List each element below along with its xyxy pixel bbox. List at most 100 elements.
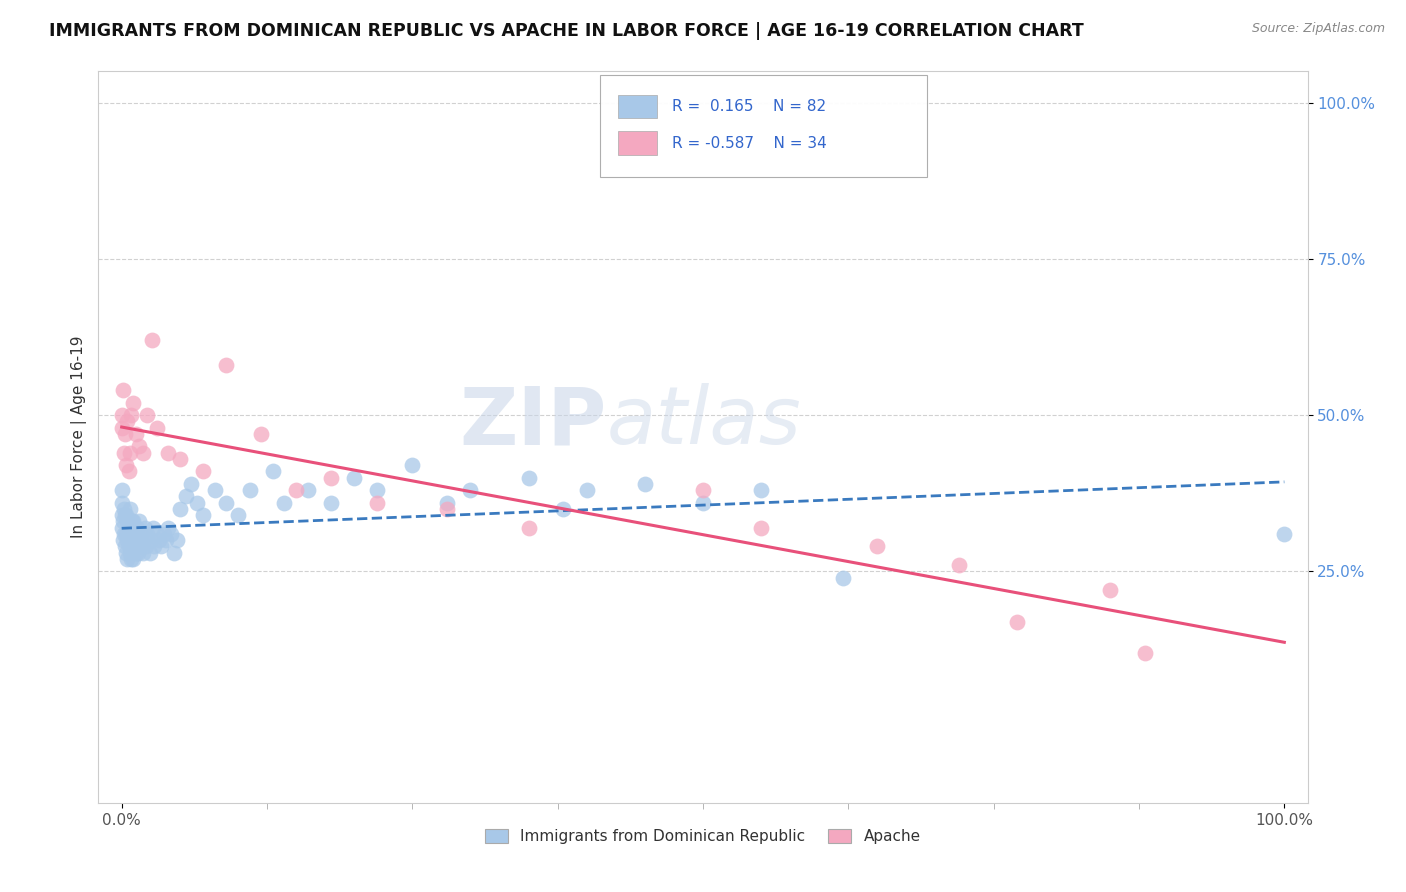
Point xyxy=(186,496,208,510)
Point xyxy=(948,558,970,573)
Point xyxy=(118,446,141,460)
Point xyxy=(436,502,458,516)
Text: ZIP: ZIP xyxy=(458,384,606,461)
Point xyxy=(115,546,138,560)
Point xyxy=(141,333,163,347)
Point xyxy=(692,483,714,498)
Point xyxy=(125,521,148,535)
Point xyxy=(575,483,598,498)
Point xyxy=(111,521,134,535)
Legend: Immigrants from Dominican Republic, Apache: Immigrants from Dominican Republic, Apac… xyxy=(479,822,927,850)
Point xyxy=(204,483,226,498)
Point xyxy=(749,483,772,498)
Point xyxy=(460,483,482,498)
Point xyxy=(155,533,177,548)
Point xyxy=(112,502,135,516)
Point xyxy=(122,515,145,529)
Point xyxy=(125,540,148,554)
Point xyxy=(145,420,167,434)
Point xyxy=(215,496,238,510)
Point xyxy=(250,426,273,441)
Point xyxy=(135,540,157,554)
Point xyxy=(517,521,540,535)
Point xyxy=(831,571,853,585)
Point xyxy=(118,502,141,516)
Point xyxy=(131,446,153,460)
Point xyxy=(114,426,136,441)
Point xyxy=(118,465,141,479)
Point xyxy=(112,446,135,460)
Text: IMMIGRANTS FROM DOMINICAN REPUBLIC VS APACHE IN LABOR FORCE | AGE 16-19 CORRELAT: IMMIGRANTS FROM DOMINICAN REPUBLIC VS AP… xyxy=(49,22,1084,40)
Point xyxy=(122,552,145,566)
Point xyxy=(136,527,159,541)
Point xyxy=(343,471,366,485)
Point xyxy=(124,527,146,541)
Point xyxy=(131,527,153,541)
Point xyxy=(297,483,319,498)
Point xyxy=(111,508,134,523)
Point xyxy=(111,383,134,397)
Point xyxy=(262,465,284,479)
Point xyxy=(169,502,191,516)
Point xyxy=(169,452,191,467)
Point xyxy=(111,483,134,498)
Point xyxy=(117,552,139,566)
Point xyxy=(118,521,141,535)
Point xyxy=(124,540,146,554)
Point xyxy=(142,521,165,535)
Point xyxy=(148,533,170,548)
Point xyxy=(401,458,423,473)
Point xyxy=(111,515,134,529)
Point xyxy=(117,533,139,548)
Point xyxy=(692,496,714,510)
Point xyxy=(239,483,262,498)
Point xyxy=(114,540,136,554)
Point xyxy=(139,533,162,548)
Point xyxy=(124,426,146,441)
Point xyxy=(111,533,134,548)
Point xyxy=(112,527,135,541)
Point xyxy=(174,490,197,504)
Point xyxy=(134,521,156,535)
Point xyxy=(111,408,134,422)
Point xyxy=(114,508,136,523)
Point xyxy=(127,546,149,560)
Point xyxy=(143,540,166,554)
Point xyxy=(129,540,152,554)
Point xyxy=(166,533,188,548)
Point xyxy=(115,458,138,473)
Point xyxy=(319,471,342,485)
Point xyxy=(157,521,180,535)
Point xyxy=(215,358,238,372)
Point xyxy=(118,540,141,554)
Point xyxy=(191,508,214,523)
Point xyxy=(111,420,134,434)
Point xyxy=(145,527,167,541)
Point xyxy=(163,546,186,560)
Point xyxy=(131,546,153,560)
Point xyxy=(285,483,308,498)
Point xyxy=(319,496,342,510)
Point xyxy=(121,540,143,554)
Text: Source: ZipAtlas.com: Source: ZipAtlas.com xyxy=(1251,22,1385,36)
Point xyxy=(138,546,160,560)
Point xyxy=(120,533,142,548)
Point xyxy=(226,508,249,523)
Point xyxy=(128,533,150,548)
Point xyxy=(118,546,141,560)
Point xyxy=(117,414,139,428)
Point xyxy=(122,395,145,409)
Point xyxy=(1133,646,1156,660)
Point xyxy=(866,540,889,554)
Point xyxy=(115,527,138,541)
Point xyxy=(128,515,150,529)
Text: R =  0.165    N = 82: R = 0.165 N = 82 xyxy=(672,99,825,114)
Point xyxy=(436,496,458,510)
Point xyxy=(152,527,174,541)
Text: R = -0.587    N = 34: R = -0.587 N = 34 xyxy=(672,136,827,151)
Point xyxy=(111,496,134,510)
Point xyxy=(150,540,173,554)
Point xyxy=(366,496,388,510)
Point xyxy=(553,502,575,516)
FancyBboxPatch shape xyxy=(619,95,657,118)
